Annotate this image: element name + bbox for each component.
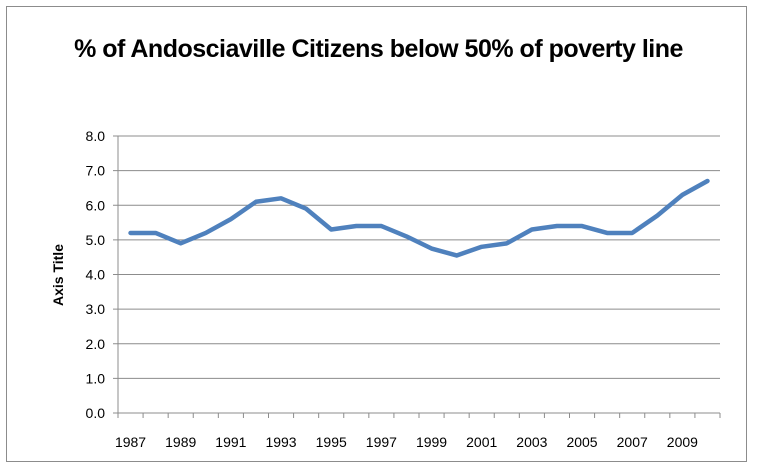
y-tick-label: 0.0 xyxy=(86,405,106,421)
gridlines xyxy=(118,135,720,379)
series-line xyxy=(128,178,710,258)
x-tick-label: 2001 xyxy=(466,434,497,450)
axes xyxy=(113,135,721,418)
y-tick-label: 3.0 xyxy=(86,301,106,317)
x-tick-label: 1997 xyxy=(366,434,397,450)
x-tick-label: 1999 xyxy=(416,434,447,450)
series xyxy=(128,178,710,258)
x-tick-label: 1991 xyxy=(215,434,246,450)
x-tick-label: 2009 xyxy=(667,434,698,450)
chart-title: % of Andosciaville Citizens below 50% of… xyxy=(74,35,683,63)
y-axis-title: Axis Title xyxy=(50,244,66,306)
x-axis-tick-labels: 1987 1989 1991 1993 1995 1997 1999 2001 2003 2005… xyxy=(115,434,698,450)
x-tick-label: 2003 xyxy=(516,434,547,450)
y-tick-label: 8.0 xyxy=(86,128,106,144)
y-axis-tick-labels: 0.0 1.0 2.0 3.0 4.0 5.0 6.0 7.0 8.0 xyxy=(86,128,106,421)
x-tick-label: 1995 xyxy=(316,434,347,450)
x-tick-label: 1987 xyxy=(115,434,146,450)
x-tick-label: 2007 xyxy=(617,434,648,450)
x-tick-label: 1989 xyxy=(165,434,196,450)
y-tick-label: 6.0 xyxy=(86,197,106,213)
y-tick-label: 2.0 xyxy=(86,336,106,352)
y-tick-label: 7.0 xyxy=(86,163,106,179)
x-tick-label: 1993 xyxy=(265,434,296,450)
x-tick-label: 2005 xyxy=(566,434,597,450)
y-tick-label: 4.0 xyxy=(86,267,106,283)
y-tick-label: 5.0 xyxy=(86,232,106,248)
y-tick-label: 1.0 xyxy=(86,370,106,386)
